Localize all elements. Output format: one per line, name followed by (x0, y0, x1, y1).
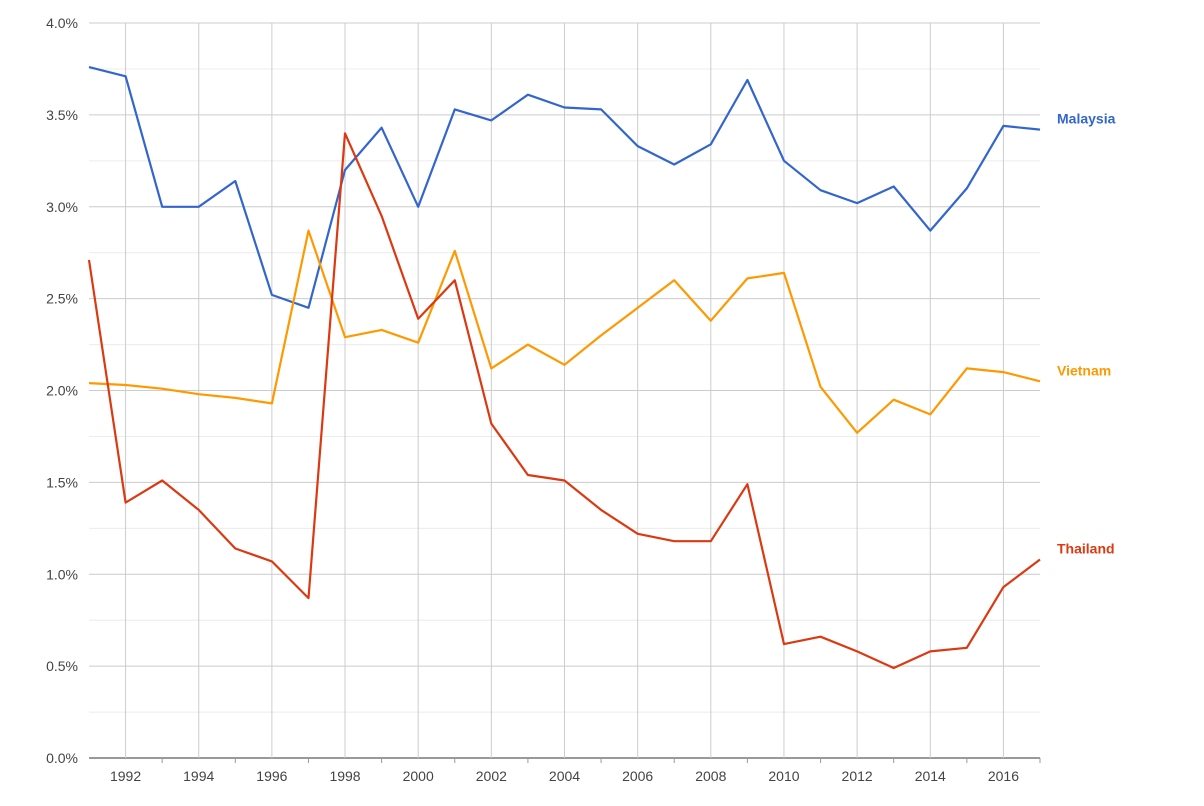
y-tick-label: 3.0% (46, 199, 78, 215)
x-axis-tick-labels: 1992 1994 1996 1998 2000 2002 2004 2006 2008 2010… (110, 768, 1019, 784)
x-tick-label: 2004 (549, 768, 580, 784)
x-tick-label: 1998 (329, 768, 360, 784)
y-tick-label: 1.0% (46, 566, 78, 582)
x-tick-label: 2006 (622, 768, 653, 784)
x-tick-label: 1996 (256, 768, 287, 784)
x-tick-label: 2000 (403, 768, 434, 784)
y-tick-label: 2.0% (46, 383, 78, 399)
x-tick-label: 2016 (988, 768, 1019, 784)
series-line-malaysia (88, 66, 1041, 309)
y-tick-label: 0.0% (46, 750, 78, 766)
series-labels: Malaysia Vietnam Thailand (1057, 111, 1116, 557)
x-tick-label: 1994 (183, 768, 214, 784)
y-tick-label: 2.5% (46, 291, 78, 307)
series-line-vietnam (88, 229, 1041, 434)
y-tick-label: 3.5% (46, 107, 78, 123)
series-label-thailand: Thailand (1057, 541, 1115, 557)
series-lines (87, 66, 1041, 670)
x-tick-label: 1992 (110, 768, 141, 784)
x-tick-label: 2012 (842, 768, 873, 784)
x-tick-label: 2002 (476, 768, 507, 784)
x-tick-label: 2014 (915, 768, 946, 784)
x-axis-ticks (161, 758, 1041, 763)
series-label-vietnam: Vietnam (1057, 362, 1111, 378)
y-tick-label: 0.5% (46, 658, 78, 674)
y-tick-label: 1.5% (46, 474, 78, 490)
series-label-malaysia: Malaysia (1057, 111, 1116, 127)
x-tick-label: 2008 (695, 768, 726, 784)
series-line-thailand (87, 132, 1041, 670)
x-tick-label: 2010 (768, 768, 799, 784)
y-axis-tick-labels: 0.0% 0.5% 1.0% 1.5% 2.0% 2.5% 3.0% 3.5% 4.0% (46, 15, 78, 766)
major-gridlines (89, 22, 1040, 759)
y-tick-label: 4.0% (46, 15, 78, 31)
